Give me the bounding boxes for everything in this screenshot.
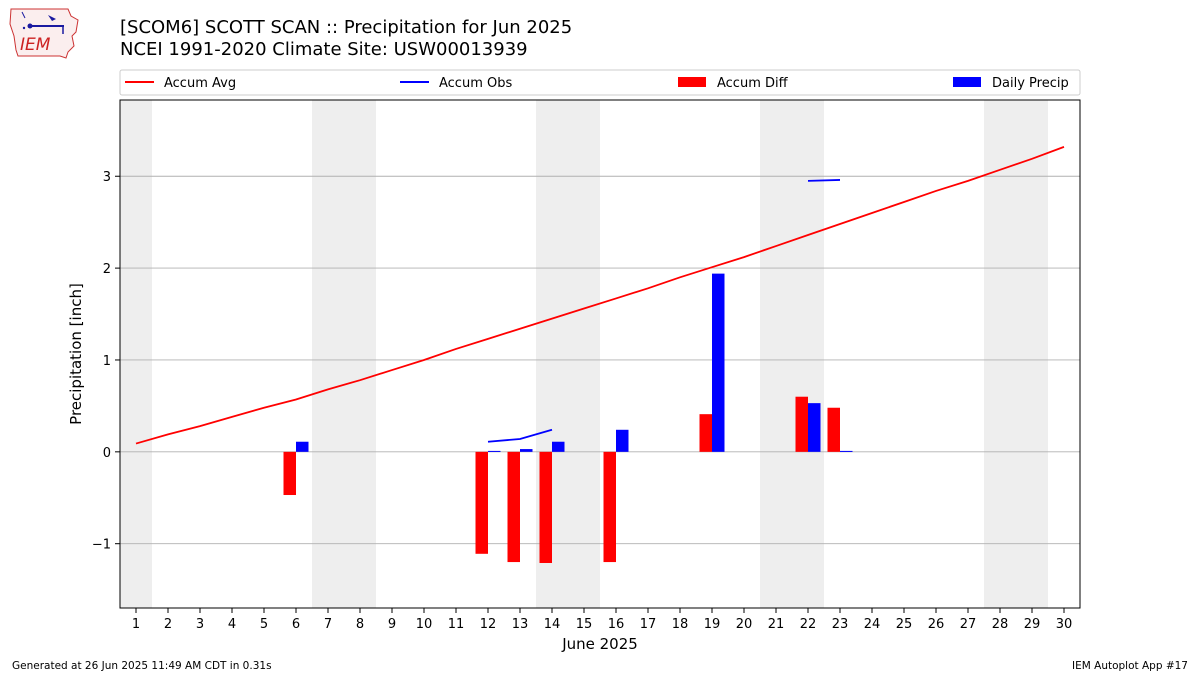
x-tick-label: 26 [928, 617, 945, 632]
x-tick-label: 21 [768, 617, 785, 632]
accum-diff-bar [603, 451, 616, 563]
x-tick-label: 30 [1056, 617, 1073, 632]
x-tick-label: 23 [832, 617, 849, 632]
x-tick-label: 15 [576, 617, 593, 632]
daily-precip-bar [808, 403, 821, 452]
title-line-2: NCEI 1991-2020 Climate Site: USW00013939 [120, 39, 528, 60]
accum-diff-bar [795, 396, 808, 452]
x-tick-label: 19 [704, 617, 721, 632]
accum-diff-bar [475, 451, 488, 554]
x-tick-label: 5 [260, 617, 268, 632]
x-tick-label: 20 [736, 617, 753, 632]
iowa-state-logo-icon: IEM [9, 8, 79, 59]
legend-swatch-bar [678, 77, 706, 87]
weekend-shade [984, 100, 1048, 608]
logo-text: IEM [20, 35, 51, 55]
iem-logo: IEM [8, 6, 80, 60]
daily-precip-bar [616, 429, 629, 452]
y-tick-label: 2 [103, 262, 111, 277]
daily-precip-bar [552, 441, 565, 452]
x-tick-label: 1 [132, 617, 140, 632]
autoplot-app-label: IEM Autoplot App #17 [1072, 660, 1188, 672]
accum-diff-bar [539, 451, 552, 563]
x-tick-label: 29 [1024, 617, 1041, 632]
legend-label: Accum Obs [439, 76, 512, 91]
x-tick-label: 6 [292, 617, 300, 632]
legend-label: Accum Avg [164, 76, 236, 91]
legend-label: Daily Precip [992, 76, 1069, 91]
accum-diff-bar [827, 407, 840, 452]
x-tick-label: 18 [672, 617, 689, 632]
title-line-1: [SCOM6] SCOTT SCAN :: Precipitation for … [120, 17, 573, 38]
x-tick-label: 25 [896, 617, 913, 632]
x-tick-label: 28 [992, 617, 1009, 632]
legend-label: Accum Diff [717, 76, 789, 91]
x-tick-label: 22 [800, 617, 817, 632]
daily-precip-bar [296, 441, 309, 452]
legend-swatch-bar [953, 77, 981, 87]
x-axis-label: June 2025 [561, 635, 638, 653]
x-tick-label: 10 [416, 617, 433, 632]
accum-diff-bar [283, 451, 296, 496]
x-tick-label: 14 [544, 617, 561, 632]
x-tick-label: 13 [512, 617, 529, 632]
accum-obs-line [807, 179, 841, 182]
x-tick-label: 17 [640, 617, 657, 632]
x-tick-label: 24 [864, 617, 881, 632]
y-tick-label: 0 [103, 446, 111, 461]
daily-precip-bar [520, 449, 533, 452]
x-tick-label: 8 [356, 617, 364, 632]
daily-precip-bar [488, 450, 501, 452]
generated-timestamp: Generated at 26 Jun 2025 11:49 AM CDT in… [12, 660, 272, 672]
x-tick-label: 27 [960, 617, 977, 632]
accum-obs-line [487, 428, 553, 443]
y-tick-label: 1 [103, 354, 111, 369]
y-tick-label: −1 [92, 538, 111, 553]
daily-precip-bar [840, 450, 853, 452]
y-axis-label: Precipitation [inch] [67, 283, 85, 425]
x-tick-label: 9 [388, 617, 396, 632]
y-tick-label: 3 [103, 170, 111, 185]
accum-diff-bar [699, 414, 712, 452]
weekend-shade [760, 100, 824, 608]
chart-title: [SCOM6] SCOTT SCAN :: Precipitation for … [120, 17, 572, 61]
accum-avg-line [135, 146, 1065, 445]
x-tick-label: 2 [164, 617, 172, 632]
weekend-shade [312, 100, 376, 608]
x-tick-label: 4 [228, 617, 236, 632]
x-tick-label: 11 [448, 617, 465, 632]
weekend-shade [120, 100, 152, 608]
x-tick-label: 12 [480, 617, 497, 632]
x-tick-label: 16 [608, 617, 625, 632]
daily-precip-bar [712, 273, 725, 452]
legend-box [119, 69, 1081, 96]
plot-frame [119, 99, 1081, 609]
x-tick-label: 3 [196, 617, 204, 632]
accum-diff-bar [507, 451, 520, 563]
x-tick-label: 7 [324, 617, 332, 632]
